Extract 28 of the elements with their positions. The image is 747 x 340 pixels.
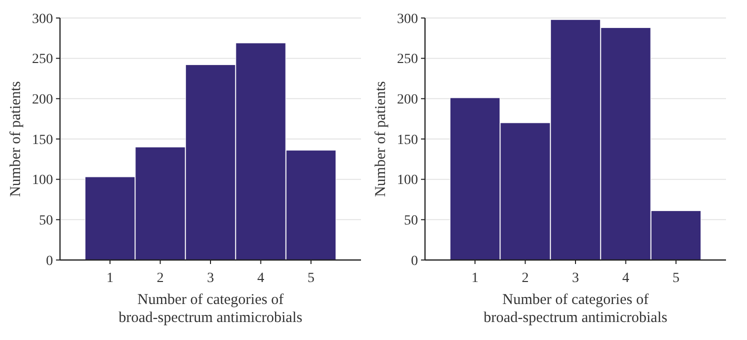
x-axis-title: Number of categories of broad-spectrum antimicrobials: [484, 292, 668, 326]
x-axis-title: Number of categories of broad-spectrum antimicrobials: [118, 292, 302, 326]
y-tick-label: 0: [411, 254, 418, 269]
y-tick-label: 300: [397, 12, 418, 27]
y-tick-label: 250: [397, 52, 418, 68]
x-tick-label: 3: [207, 271, 214, 286]
y-tick-label: 0: [46, 254, 53, 269]
y-axis-title: Number of patients: [8, 80, 24, 197]
x-tick-label: 3: [572, 271, 579, 286]
y-tick-label: 150: [32, 132, 53, 148]
x-tick-label: 5: [672, 271, 680, 286]
y-axis-title: Number of patients: [373, 80, 389, 197]
y-tick-label: 200: [397, 92, 418, 108]
y-tick-label: 100: [32, 173, 53, 188]
y-tick-label: 300: [32, 12, 53, 27]
y-tick-label: 200: [32, 92, 53, 108]
y-tick-label: 50: [404, 214, 418, 229]
x-tick-label: 2: [156, 271, 164, 286]
x-tick-label: 5: [308, 271, 314, 286]
x-tick-label: 1: [472, 271, 478, 286]
x-tick-label: 1: [106, 271, 114, 286]
y-tick-label: 50: [39, 214, 53, 229]
y-tick-label: 150: [397, 132, 418, 148]
x-tick-label: 4: [622, 271, 630, 286]
y-tick-label: 250: [32, 52, 53, 68]
x-tick-label: 4: [257, 271, 264, 286]
x-tick-label: 2: [522, 271, 529, 286]
y-tick-label: 100: [397, 173, 418, 188]
